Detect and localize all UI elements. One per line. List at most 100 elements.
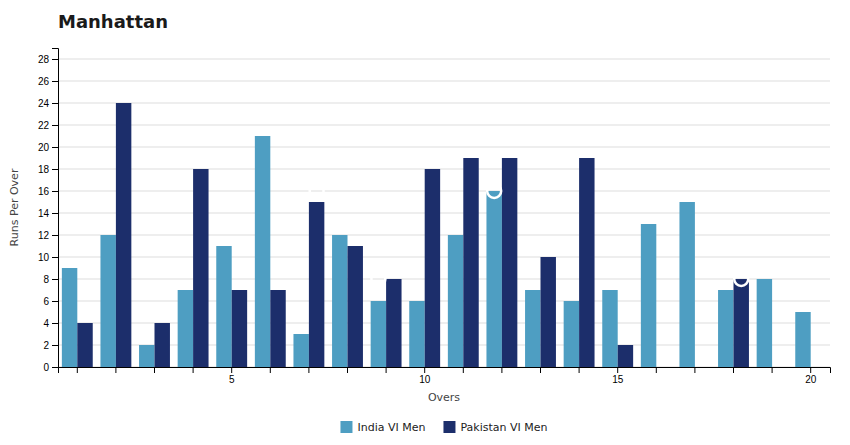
grid-line — [58, 81, 830, 82]
x-tick — [463, 367, 464, 373]
y-tick-mark — [52, 125, 58, 126]
x-tick — [579, 367, 580, 373]
x-tick-label: 5 — [229, 374, 235, 385]
bar — [409, 301, 424, 367]
bar — [486, 191, 501, 367]
grid — [58, 59, 830, 367]
bar — [332, 235, 347, 367]
bar — [62, 268, 77, 367]
y-tick: 12 — [38, 230, 58, 241]
x-tick-mark — [154, 367, 155, 373]
y-axis-line — [52, 49, 59, 368]
x-tick — [115, 367, 116, 373]
x-tick — [193, 367, 194, 373]
x-tick: 5 — [229, 367, 235, 385]
bar — [255, 136, 270, 367]
y-tick-mark — [52, 213, 58, 214]
x-tick-mark — [772, 367, 773, 373]
legend-swatch — [443, 421, 455, 433]
x-tick — [270, 367, 271, 373]
bar — [811, 367, 826, 368]
grid-line — [58, 125, 830, 126]
bar — [139, 345, 154, 367]
bar — [757, 279, 772, 367]
grid-line — [58, 279, 830, 280]
x-tick — [694, 367, 695, 373]
y-tick-mark — [52, 323, 58, 324]
y-tick-label: 18 — [38, 164, 50, 175]
y-tick: 28 — [38, 54, 58, 65]
circle-marker — [487, 184, 501, 198]
legend-label: Pakistan VI Men — [460, 421, 547, 434]
x-tick — [347, 367, 348, 373]
circle-marker — [734, 272, 748, 286]
y-tick-label: 10 — [38, 252, 50, 263]
x-axis-label: Overs — [428, 391, 460, 404]
x-tick-mark — [193, 367, 194, 373]
y-tick-mark — [52, 345, 58, 346]
bar — [425, 169, 440, 367]
y-tick-mark — [52, 191, 58, 192]
x-tick-mark — [424, 367, 425, 373]
y-tick-mark — [52, 279, 58, 280]
x-tick-mark — [540, 367, 541, 373]
x-tick: 10 — [419, 367, 431, 385]
grid-line — [58, 323, 830, 324]
bar — [656, 367, 671, 368]
x-axis-line — [59, 368, 831, 374]
x-tick-mark — [386, 367, 387, 373]
bar — [602, 290, 617, 367]
y-tick: 20 — [38, 142, 58, 153]
x-tick-mark — [501, 367, 502, 373]
grid-line — [58, 147, 830, 148]
y-tick: 22 — [38, 120, 58, 131]
y-tick-mark — [52, 367, 58, 368]
bar — [348, 246, 363, 367]
bar — [641, 224, 656, 367]
grid-line — [58, 169, 830, 170]
x-tick-mark — [463, 367, 464, 373]
bar — [270, 290, 285, 367]
x-tick — [386, 367, 387, 373]
x-tick — [540, 367, 541, 373]
y-tick-label: 28 — [38, 54, 50, 65]
x-tick-mark — [308, 367, 309, 373]
x-tick: 20 — [805, 367, 817, 385]
bar-series — [77, 103, 749, 367]
y-tick: 6 — [43, 296, 58, 307]
bar — [795, 312, 810, 367]
x-tick: 15 — [612, 367, 624, 385]
y-tick-label: 20 — [38, 142, 50, 153]
bar — [541, 257, 556, 367]
x-tick-mark — [231, 367, 232, 373]
chart: Manhattan0246810121416182022242628510152… — [0, 0, 850, 445]
bar — [386, 279, 401, 367]
circle-marker — [371, 272, 385, 286]
y-tick: 10 — [38, 252, 58, 263]
bar — [178, 290, 193, 367]
x-tick-mark — [115, 367, 116, 373]
y-tick-label: 8 — [43, 274, 49, 285]
y-tick-label: 12 — [38, 230, 50, 241]
y-tick: 18 — [38, 164, 58, 175]
title: Manhattan — [58, 11, 168, 32]
grid-line — [58, 103, 830, 104]
y-tick: 4 — [43, 318, 58, 329]
x-tick-mark — [579, 367, 580, 373]
x-tick — [772, 367, 773, 373]
grid-line — [58, 301, 830, 302]
y-tick-mark — [52, 169, 58, 170]
x-tick — [154, 367, 155, 373]
y-tick-mark — [52, 59, 58, 60]
legend-swatch — [340, 421, 352, 433]
x-tick-label: 20 — [805, 374, 817, 385]
x-tick — [77, 367, 78, 373]
y-tick-label: 22 — [38, 120, 50, 131]
x-tick-label: 15 — [612, 374, 624, 385]
y-tick: 24 — [38, 98, 58, 109]
x-tick — [733, 367, 734, 373]
bar — [618, 345, 633, 367]
bar — [448, 235, 463, 367]
bar — [193, 169, 208, 367]
grid-line — [58, 235, 830, 236]
